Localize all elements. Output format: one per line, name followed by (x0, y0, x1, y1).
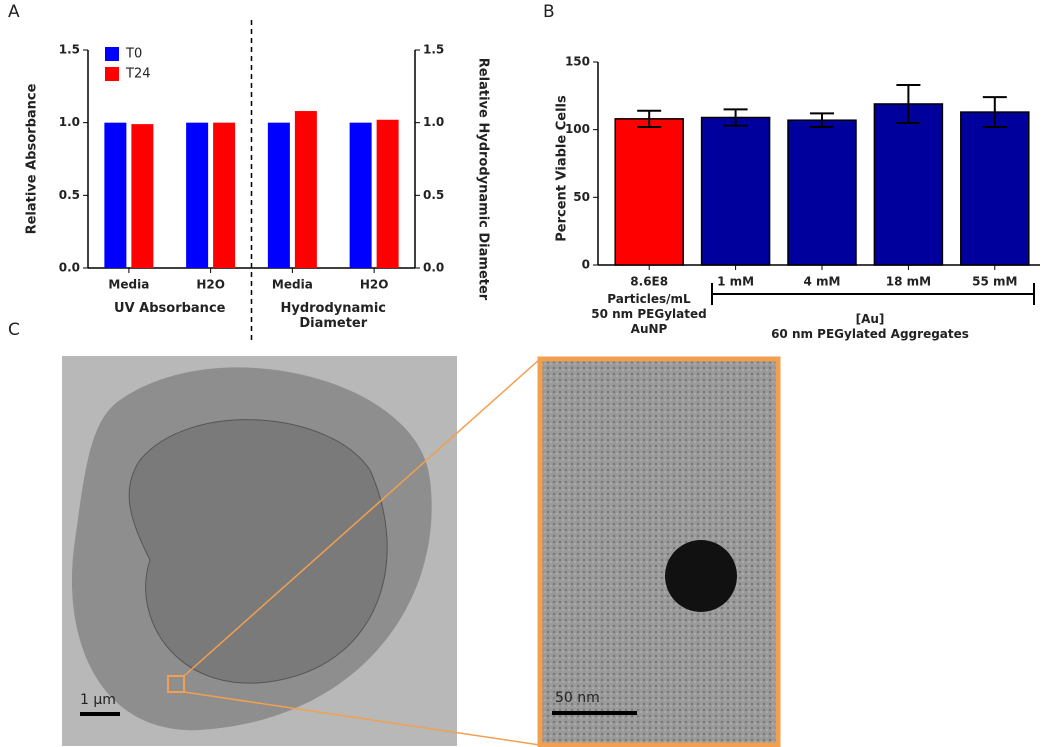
bar (376, 119, 399, 268)
x-tick-label: 18 mM (886, 275, 931, 289)
group-label: Hydrodynamic Diameter (280, 301, 387, 331)
bar (213, 122, 236, 269)
y-axis-label: Percent Viable Cells (555, 95, 570, 242)
panel-label: C (8, 320, 20, 340)
error-bar (982, 96, 1007, 128)
bar (104, 122, 127, 269)
scale-bar-label: 50 nm (555, 690, 600, 706)
scale-bar-label: 1 μm (80, 692, 116, 708)
zoom-line (183, 691, 541, 746)
x-tick-label: 4 mM (804, 275, 841, 289)
y-tick-label: 50 (573, 190, 590, 204)
x-tick-label: 55 mM (972, 275, 1017, 289)
legend-label: T0 (125, 47, 142, 62)
bar (873, 103, 944, 266)
error-bar (637, 109, 662, 128)
x-tick-label: H2O (196, 278, 225, 292)
legend-swatch (105, 67, 119, 81)
scale-bar (552, 711, 637, 715)
annotation: [Au] (855, 312, 885, 326)
bar (267, 122, 290, 269)
zoom-line (183, 358, 541, 677)
panel-label: A (8, 2, 20, 22)
error-bar (896, 84, 921, 124)
bar (960, 111, 1030, 266)
y2-tick-label: 0.0 (423, 261, 444, 275)
x-tick-label: 8.6E8 (630, 275, 668, 289)
y-tick-label: 0.5 (59, 188, 80, 202)
y-tick-label: 0 (582, 258, 590, 272)
zoom-box (167, 675, 185, 693)
bar (349, 122, 372, 269)
y-tick-label: 0.0 (59, 261, 80, 275)
x-tick-label: 1 mM (717, 275, 754, 289)
bracket (711, 283, 1035, 305)
annotation: AuNP (630, 322, 668, 336)
y-tick-label: 100 (565, 122, 590, 136)
bar (186, 122, 209, 269)
bar (700, 116, 771, 266)
y2-tick-label: 0.5 (423, 188, 444, 202)
group-label: UV Absorbance (114, 301, 226, 316)
error-bar (723, 108, 748, 127)
bar (131, 124, 154, 269)
nucleus (128, 419, 388, 684)
bar (294, 111, 317, 268)
error-bar (810, 112, 834, 128)
y-axis-label: Relative Absorbance (25, 83, 40, 234)
x-tick-label: Media (108, 278, 149, 292)
y-tick-label: 150 (565, 55, 590, 69)
annotation: 60 nm PEGylated Aggregates (771, 327, 969, 341)
scale-bar (80, 712, 120, 716)
annotation: Particles/mL (607, 292, 691, 306)
legend-label: T24 (125, 67, 150, 82)
y2-tick-label: 1.0 (423, 115, 444, 129)
x-tick-label: H2O (360, 278, 389, 292)
bar (614, 118, 684, 266)
legend-swatch (105, 47, 119, 61)
annotation: 50 nm PEGylated (591, 307, 707, 321)
y-tick-label: 1.5 (59, 43, 80, 57)
panel-label: B (543, 2, 555, 22)
x-tick-label: Media (272, 278, 313, 292)
zoom-micrograph (537, 356, 781, 747)
nanoparticle (665, 540, 737, 612)
bar (787, 119, 857, 266)
y-tick-label: 1.0 (59, 115, 80, 129)
y2-tick-label: 1.5 (423, 43, 444, 57)
y2-axis-label: Relative Hydrodynamic Diameter (476, 58, 491, 301)
